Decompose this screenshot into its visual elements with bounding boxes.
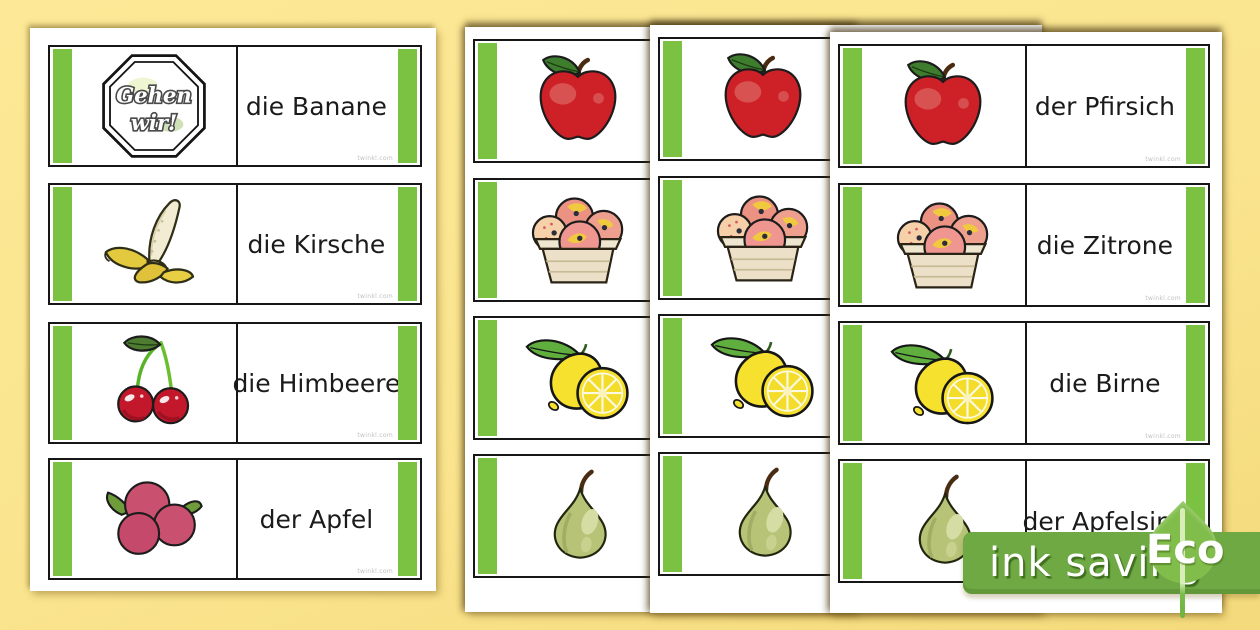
apple-illustration xyxy=(539,55,617,141)
banana-image-cell xyxy=(74,187,233,301)
card-divider xyxy=(236,47,239,165)
peaches-illustration xyxy=(531,197,624,284)
card-right-green-strip xyxy=(398,49,417,163)
peaches-image-cell xyxy=(499,182,657,298)
twinkl-watermark: twinkl.com xyxy=(357,293,393,300)
twinkl-watermark: twinkl.com xyxy=(357,432,393,439)
card-left-green-strip xyxy=(843,325,862,441)
raspberry-illustration xyxy=(105,481,203,555)
twinkl-watermark: twinkl.com xyxy=(1145,156,1181,163)
twinkl-watermark: twinkl.com xyxy=(357,155,393,162)
card-left-green-strip xyxy=(53,462,72,576)
card-left-green-strip xyxy=(843,463,862,579)
card-right-green-strip xyxy=(398,187,417,301)
domino-card: die Zitrone twinkl.com xyxy=(838,183,1210,307)
domino-card: der Pfirsich twinkl.com xyxy=(838,44,1210,168)
gehen-wir-sign-image-cell: Gehen wir! xyxy=(74,49,233,163)
card-left-green-strip xyxy=(843,187,862,303)
pear-illustration xyxy=(553,469,607,559)
card-text-cell: die Kirsche twinkl.com xyxy=(237,185,396,303)
pear-image-cell xyxy=(864,463,1022,579)
pear-image-cell xyxy=(684,456,842,572)
lemon-image-cell xyxy=(684,318,842,434)
card-text-cell: die Banane twinkl.com xyxy=(237,47,396,165)
apple-image-cell xyxy=(499,43,657,159)
cherry-illustration xyxy=(116,335,189,425)
apple-image-cell xyxy=(864,48,1022,164)
card-divider xyxy=(236,185,239,303)
card-label: die Himbeere xyxy=(232,368,401,398)
peaches-image-cell xyxy=(864,187,1022,303)
pear-illustration xyxy=(918,474,972,564)
svg-text:Gehen: Gehen xyxy=(116,82,191,107)
card-divider xyxy=(236,324,239,442)
gehen-wir-sign-illustration: Gehen wir! xyxy=(101,54,206,158)
card-right-green-strip xyxy=(398,326,417,440)
card-text-cell: der Pfirsich twinkl.com xyxy=(1026,46,1184,166)
card-left-green-strip xyxy=(478,320,497,436)
card-left-green-strip xyxy=(663,318,682,434)
card-left-green-strip xyxy=(478,182,497,298)
card-left-green-strip xyxy=(53,326,72,440)
card-text-cell: die Birne twinkl.com xyxy=(1026,323,1184,443)
card-left-green-strip xyxy=(478,43,497,159)
card-label: die Zitrone xyxy=(1036,230,1174,260)
domino-card: der Apfel twinkl.com xyxy=(48,458,422,580)
card-label: der Pfirsich xyxy=(1034,91,1175,121)
apple-illustration xyxy=(724,53,802,139)
twinkl-watermark: twinkl.com xyxy=(357,568,393,575)
card-label: die Birne xyxy=(1049,368,1161,398)
lemon-illustration xyxy=(710,336,814,417)
svg-text:wir!: wir! xyxy=(130,110,177,135)
raspberry-image-cell xyxy=(74,462,233,576)
card-divider xyxy=(1025,323,1028,443)
twinkl-watermark: twinkl.com xyxy=(1145,295,1181,302)
card-left-green-strip xyxy=(663,180,682,296)
domino-card: Gehen wir! die Banane twinkl.com xyxy=(48,45,422,167)
pear-illustration xyxy=(738,467,792,557)
card-divider xyxy=(236,460,239,578)
domino-card: die Himbeere twinkl.com xyxy=(48,322,422,444)
printable-page-1: Gehen wir! die Banane twinkl.com die Kir… xyxy=(30,28,436,591)
banana-illustration xyxy=(103,199,194,284)
domino-card: die Birne twinkl.com xyxy=(838,321,1210,445)
card-left-green-strip xyxy=(53,49,72,163)
peaches-image-cell xyxy=(684,180,842,296)
lemon-illustration xyxy=(890,343,994,424)
eco-label: Eco xyxy=(1146,527,1225,573)
card-left-green-strip xyxy=(478,458,497,574)
card-right-green-strip xyxy=(1186,48,1205,164)
card-left-green-strip xyxy=(53,187,72,301)
twinkl-watermark: twinkl.com xyxy=(1145,433,1181,440)
card-right-green-strip xyxy=(1186,325,1205,441)
lemon-illustration xyxy=(525,338,629,419)
card-divider xyxy=(1025,185,1028,305)
cherry-image-cell xyxy=(74,326,233,440)
card-text-cell: die Zitrone twinkl.com xyxy=(1026,185,1184,305)
card-divider xyxy=(1025,46,1028,166)
lemon-image-cell xyxy=(864,325,1022,441)
card-right-green-strip xyxy=(398,462,417,576)
card-right-green-strip xyxy=(1186,187,1205,303)
pear-image-cell xyxy=(499,458,657,574)
card-label: die Banane xyxy=(245,91,387,121)
peaches-illustration xyxy=(896,202,989,289)
card-label: der Apfel xyxy=(259,504,374,534)
card-divider xyxy=(1025,461,1028,581)
lemon-image-cell xyxy=(499,320,657,436)
peaches-illustration xyxy=(716,195,809,282)
card-left-green-strip xyxy=(663,456,682,572)
domino-card: die Kirsche twinkl.com xyxy=(48,183,422,305)
card-left-green-strip xyxy=(663,41,682,157)
card-text-cell: der Apfel twinkl.com xyxy=(237,460,396,578)
eco-leaf-stem-icon xyxy=(1180,508,1185,618)
apple-illustration xyxy=(904,60,982,146)
card-text-cell: die Himbeere twinkl.com xyxy=(232,324,400,442)
card-label: die Kirsche xyxy=(247,229,386,259)
card-left-green-strip xyxy=(843,48,862,164)
apple-image-cell xyxy=(684,41,842,157)
